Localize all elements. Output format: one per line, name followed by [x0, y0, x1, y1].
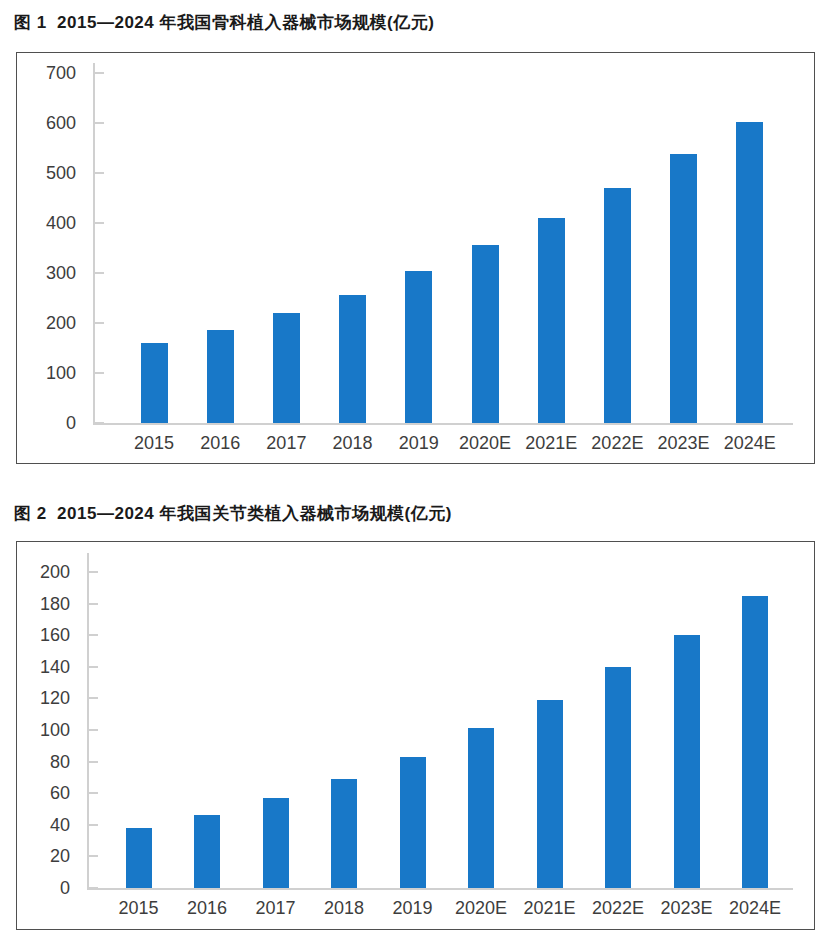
- y-tick-mark: [89, 603, 98, 605]
- bar-2016: [194, 815, 220, 888]
- y-tick-mark: [89, 887, 98, 889]
- y-tick-mark: [89, 855, 98, 857]
- page: { "colors": { "bar": "#1878C8", "axis_li…: [0, 0, 825, 941]
- bar-2015: [126, 828, 152, 888]
- x-tick-label: 2020E: [447, 898, 516, 918]
- y-tick-label: 60: [17, 783, 70, 803]
- y-tick-label: 0: [17, 413, 76, 433]
- y-tick-mark: [95, 72, 104, 74]
- y-tick-label: 20: [17, 846, 70, 866]
- x-tick-label: 2022E: [584, 898, 653, 918]
- y-tick-mark: [89, 792, 98, 794]
- x-tick-label: 2022E: [584, 433, 650, 453]
- x-tick-label: 2017: [241, 898, 310, 918]
- bar-2018: [331, 779, 357, 888]
- y-tick-mark: [95, 322, 104, 324]
- x-tick-label: 2015: [121, 433, 187, 453]
- bar-2023E: [674, 635, 700, 888]
- x-tick-label: 2017: [253, 433, 319, 453]
- y-tick-mark: [89, 697, 98, 699]
- x-tick-label: 2024E: [717, 433, 783, 453]
- y-tick-label: 200: [17, 313, 76, 333]
- y-tick-mark: [89, 666, 98, 668]
- x-tick-label: 2019: [386, 433, 452, 453]
- y-tick-mark: [89, 824, 98, 826]
- bar-2020E: [468, 728, 494, 888]
- y-tick-mark: [95, 272, 104, 274]
- x-tick-label: 2018: [320, 433, 386, 453]
- bar-2016: [207, 330, 234, 424]
- bar-2021E: [538, 218, 565, 423]
- y-tick-mark: [95, 122, 104, 124]
- bar-2024E: [736, 122, 763, 423]
- y-axis-line: [93, 63, 95, 423]
- y-tick-label: 160: [17, 625, 70, 645]
- y-tick-label: 100: [17, 363, 76, 383]
- y-tick-mark: [89, 761, 98, 763]
- bar-2022E: [605, 667, 631, 888]
- bar-2015: [141, 343, 168, 423]
- y-tick-label: 120: [17, 688, 70, 708]
- y-tick-label: 300: [17, 263, 76, 283]
- x-tick-label: 2015: [104, 898, 173, 918]
- figure2-bar-chart: 0204060801001201401601802002015201620172…: [16, 541, 815, 930]
- x-tick-label: 2024E: [721, 898, 790, 918]
- y-tick-label: 600: [17, 113, 76, 133]
- y-tick-mark: [89, 634, 98, 636]
- bar-2023E: [670, 154, 697, 423]
- x-tick-label: 2018: [310, 898, 379, 918]
- bar-2017: [263, 798, 289, 888]
- y-tick-label: 40: [17, 815, 70, 835]
- x-axis-line: [87, 888, 793, 890]
- y-tick-label: 0: [17, 878, 70, 898]
- y-tick-label: 200: [17, 562, 70, 582]
- bar-2020E: [472, 245, 499, 423]
- y-tick-label: 100: [17, 720, 70, 740]
- x-tick-label: 2021E: [515, 898, 584, 918]
- bar-2024E: [742, 596, 768, 888]
- x-tick-label: 2020E: [452, 433, 518, 453]
- y-tick-mark: [95, 172, 104, 174]
- y-tick-label: 700: [17, 63, 76, 83]
- x-tick-label: 2016: [187, 433, 253, 453]
- x-tick-label: 2023E: [652, 898, 721, 918]
- figure1-bar-chart: 0100200300400500600700201520162017201820…: [16, 52, 815, 464]
- y-tick-mark: [95, 422, 104, 424]
- y-tick-mark: [89, 729, 98, 731]
- y-tick-label: 180: [17, 594, 70, 614]
- bar-2018: [339, 295, 366, 424]
- x-tick-label: 2019: [378, 898, 447, 918]
- bar-2022E: [604, 188, 631, 424]
- y-tick-label: 80: [17, 752, 70, 772]
- figure2-caption: 图 2 2015—2024 年我国关节类植入器械市场规模(亿元): [14, 502, 452, 525]
- bar-2019: [400, 757, 426, 888]
- y-tick-label: 400: [17, 213, 76, 233]
- y-tick-mark: [95, 222, 104, 224]
- bar-2017: [273, 313, 300, 424]
- y-tick-label: 500: [17, 163, 76, 183]
- y-tick-mark: [95, 372, 104, 374]
- x-tick-label: 2023E: [651, 433, 717, 453]
- bar-2021E: [537, 700, 563, 888]
- x-tick-label: 2016: [173, 898, 242, 918]
- y-tick-label: 140: [17, 657, 70, 677]
- figure1-caption: 图 1 2015—2024 年我国骨科植入器械市场规模(亿元): [14, 11, 434, 34]
- x-axis-line: [93, 423, 793, 425]
- x-tick-label: 2021E: [518, 433, 584, 453]
- y-tick-mark: [89, 571, 98, 573]
- bar-2019: [405, 271, 432, 423]
